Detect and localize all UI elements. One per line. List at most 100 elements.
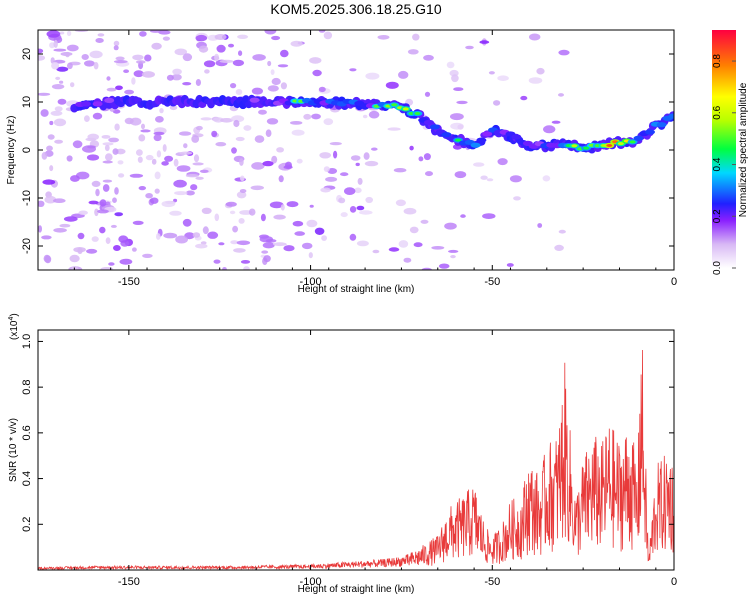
heatmap-noise-blob bbox=[473, 162, 485, 167]
heatmap-x-label: Height of straight line (km) bbox=[298, 284, 415, 295]
heatmap-noise-blob bbox=[365, 196, 374, 204]
heatmap-noise-blob bbox=[67, 62, 73, 70]
heatmap-ridge-core bbox=[633, 135, 644, 141]
heatmap-noise-blob bbox=[356, 205, 365, 211]
heatmap-noise-blob bbox=[173, 158, 179, 167]
heatmap-noise-blob bbox=[115, 56, 125, 61]
heatmap-noise-blob bbox=[72, 140, 83, 149]
heatmap-x-axis: -150 -100 -50 0 bbox=[37, 30, 677, 288]
heatmap-noise-blob bbox=[108, 262, 115, 266]
heatmap-noise-blob bbox=[385, 81, 399, 89]
heatmap-noise-blob bbox=[213, 259, 221, 264]
heatmap-noise-blob bbox=[191, 135, 200, 143]
heatmap-noise-blob bbox=[86, 248, 98, 254]
colorbar-tick-label: 0.2 bbox=[712, 209, 723, 223]
heatmap-noise-blob bbox=[102, 179, 113, 183]
heatmap-noise-blob bbox=[303, 113, 312, 120]
heatmap-noise-blob bbox=[162, 144, 167, 152]
heatmap-noise-blob bbox=[267, 60, 272, 67]
heatmap-noise-blob bbox=[349, 233, 357, 241]
heatmap-noise-blob bbox=[94, 208, 99, 217]
heatmap-noise-blob bbox=[69, 254, 80, 263]
snr-x-axis: -150 -100 -50 0 bbox=[37, 330, 677, 588]
heatmap-noise-blob bbox=[340, 212, 348, 218]
heatmap-noise-blob bbox=[387, 127, 401, 131]
heatmap-noise-blob bbox=[53, 198, 66, 203]
heatmap-noise-blob bbox=[114, 187, 119, 195]
heatmap-noise-blob bbox=[497, 75, 509, 81]
heatmap-noise-blob bbox=[38, 225, 42, 233]
heatmap-x-tick-label: 0 bbox=[671, 276, 677, 288]
heatmap-noise-blob bbox=[412, 33, 420, 41]
heatmap-noise-blob bbox=[171, 74, 182, 81]
heatmap-signal-ridge bbox=[70, 94, 674, 154]
heatmap-ridge-core bbox=[249, 97, 260, 103]
heatmap-noise-blob bbox=[228, 43, 234, 48]
heatmap-noise-blob bbox=[102, 142, 114, 146]
heatmap-x-tick-label: -100 bbox=[300, 276, 322, 288]
colorbar-ticks: 0.0 0.2 0.4 0.6 0.8 bbox=[712, 54, 736, 275]
heatmap-ridge-peak bbox=[455, 138, 462, 142]
heatmap-noise-blob bbox=[179, 131, 192, 136]
snr-y-tick-label: 0.8 bbox=[21, 379, 33, 394]
heatmap-noise-blob bbox=[319, 152, 332, 159]
heatmap-noise-blob bbox=[70, 82, 75, 88]
heatmap-noise-blob bbox=[49, 42, 55, 49]
heatmap-noise-blob bbox=[239, 189, 247, 193]
heatmap-noise-blob bbox=[323, 31, 333, 40]
heatmap-noise-blob bbox=[214, 34, 227, 40]
heatmap-ridge-core bbox=[656, 122, 667, 128]
heatmap-noise-blob bbox=[271, 77, 281, 86]
heatmap-noise-blob bbox=[388, 247, 400, 252]
heatmap-noise-blob bbox=[236, 191, 247, 199]
heatmap-noise-blob bbox=[232, 225, 239, 233]
heatmap-noise-blob bbox=[141, 123, 145, 130]
heatmap-y-label: Frequency (Hz) bbox=[6, 116, 17, 185]
colorbar-tick-label: 0.0 bbox=[712, 261, 723, 275]
heatmap-noise-blob bbox=[551, 120, 561, 124]
heatmap-noise-blob bbox=[195, 243, 208, 249]
heatmap-noise-blob bbox=[99, 226, 106, 234]
heatmap-noise-blob bbox=[393, 168, 407, 173]
heatmap-noise-blob bbox=[283, 245, 295, 252]
heatmap-noise-blob bbox=[364, 160, 379, 167]
heatmap-noise-blob bbox=[77, 247, 83, 254]
heatmap-noise-blob bbox=[424, 91, 431, 97]
heatmap-noise-blob bbox=[55, 76, 61, 80]
heatmap-noise-blob bbox=[112, 148, 119, 155]
heatmap-noise-blob bbox=[250, 185, 264, 191]
heatmap-noise-blob bbox=[450, 113, 464, 121]
heatmap-noise-blob bbox=[192, 232, 201, 238]
heatmap-noise-blob bbox=[278, 175, 284, 183]
heatmap-noise-blob bbox=[314, 227, 325, 235]
heatmap-noise-blob bbox=[204, 69, 210, 74]
heatmap-noise-blob bbox=[190, 184, 198, 191]
heatmap-noise-blob bbox=[77, 232, 85, 240]
heatmap-noise-blob bbox=[174, 48, 188, 56]
heatmap-noise-blob bbox=[398, 70, 409, 79]
heatmap-noise-blob bbox=[173, 198, 178, 203]
snr-panel: -150 -100 -50 0 0.2 0.4 0.6 0.8 1.0 Height of s… bbox=[8, 313, 677, 595]
heatmap-noise-blob bbox=[95, 38, 104, 43]
heatmap-noise-blob bbox=[232, 59, 245, 67]
heatmap-noise-blob bbox=[460, 214, 466, 218]
heatmap-noise-blob bbox=[267, 85, 279, 92]
heatmap-noise-blob bbox=[269, 201, 284, 209]
heatmap-noise-blob bbox=[431, 246, 445, 250]
heatmap-noise-blob bbox=[357, 177, 363, 185]
heatmap-noise-blob bbox=[276, 147, 284, 153]
heatmap-noise-blob bbox=[97, 209, 109, 214]
heatmap-noise-blob bbox=[211, 130, 218, 138]
heatmap-noise-blob bbox=[513, 196, 521, 201]
heatmap-noise-blob bbox=[169, 105, 178, 111]
heatmap-noise-blob bbox=[222, 267, 227, 270]
heatmap-noise-blob bbox=[365, 72, 380, 80]
heatmap-noise-blob bbox=[321, 235, 327, 242]
heatmap-noise-blob bbox=[49, 165, 54, 172]
heatmap-noise-blob bbox=[320, 187, 331, 193]
heatmap-noise-blob bbox=[237, 34, 249, 39]
heatmap-noise-blob bbox=[407, 49, 419, 55]
heatmap-noise-blob bbox=[113, 60, 128, 64]
heatmap-noise-blob bbox=[114, 123, 120, 131]
